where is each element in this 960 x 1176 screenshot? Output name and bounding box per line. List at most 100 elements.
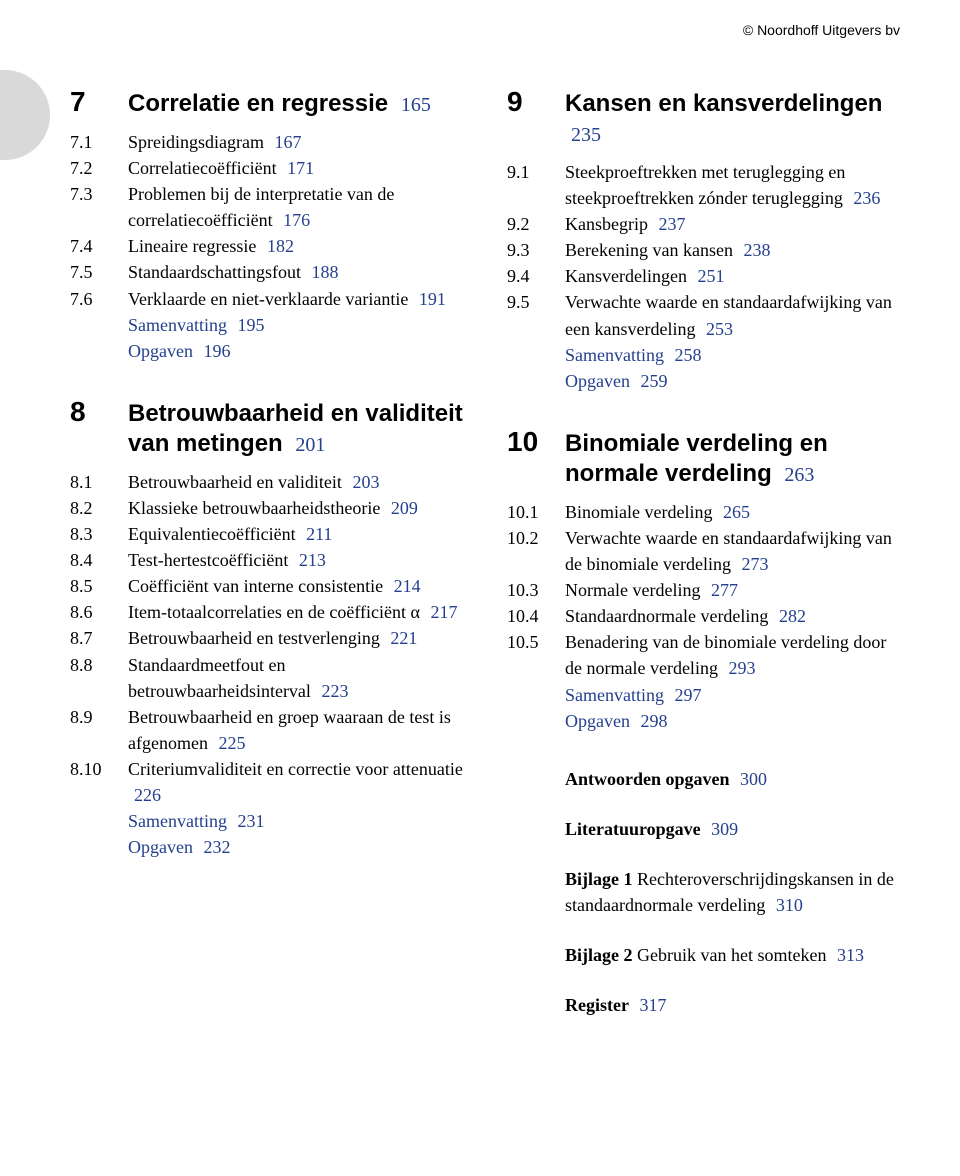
entry-text: Kansbegrip 237 — [565, 211, 685, 237]
chapter-10-entries: 10.1Binomiale verdeling 26510.2Verwachte… — [507, 499, 900, 682]
chapter-7-head: 7 Correlatie en regressie 165 — [70, 86, 463, 119]
toc-entry: 7.6Verklaarde en niet-verklaarde variant… — [70, 286, 463, 312]
chapter-7-title: Correlatie en regressie 165 — [128, 89, 431, 119]
toc-entry: 10.4Standaardnormale verdeling 282 — [507, 603, 900, 629]
summary-page: 195 — [237, 315, 264, 335]
toc-entry: 8.2Klassieke betrouwbaarheids­theorie 20… — [70, 495, 463, 521]
summary-row: Samenvatting 195 — [70, 312, 463, 338]
entry-num: 8.10 — [70, 756, 128, 782]
chapter-7-entries: 7.1Spreidingsdiagram 1677.2Correlatiecoë… — [70, 129, 463, 312]
entry-text: Kansverdelingen 251 — [565, 263, 724, 289]
chapter-9-title-text: Kansen en kansverdelingen — [565, 90, 882, 117]
entry-num: 9.5 — [507, 289, 565, 315]
summary-page: 297 — [674, 685, 701, 705]
entry-num: 7.1 — [70, 129, 128, 155]
toc-columns: 7 Correlatie en regressie 165 7.1Spreidi… — [70, 86, 900, 1042]
backmatter-page: 309 — [711, 819, 738, 839]
backmatter-page: 310 — [776, 895, 803, 915]
summary-label: Samenvatting — [128, 315, 227, 335]
toc-entry: 7.4Lineaire regressie 182 — [70, 233, 463, 259]
exercises-label: Opgaven — [128, 837, 193, 857]
entry-text: Equivalentiecoëfficiënt 211 — [128, 521, 332, 547]
chapter-8-num: 8 — [70, 396, 128, 428]
chapter-7: 7 Correlatie en regressie 165 7.1Spreidi… — [70, 86, 463, 364]
exercises-page: 298 — [640, 711, 667, 731]
toc-entry: 7.5Standaardschattingsfout 188 — [70, 259, 463, 285]
entry-num: 8.9 — [70, 704, 128, 730]
entry-page: 293 — [728, 658, 755, 678]
entry-num: 8.6 — [70, 599, 128, 625]
entry-page: 273 — [741, 554, 768, 574]
entry-page: 209 — [391, 498, 418, 518]
toc-entry: 8.1Betrouwbaarheid en validiteit 203 — [70, 469, 463, 495]
chapter-8-title: Betrouwbaarheid en validiteit van meting… — [128, 399, 463, 459]
chapter-10-head: 10 Binomiale verdeling en normale verdel… — [507, 426, 900, 489]
entry-text: Coëfficiënt van interne consistentie 214 — [128, 573, 421, 599]
exercises-label: Opgaven — [565, 711, 630, 731]
entry-num: 8.3 — [70, 521, 128, 547]
chapter-7-title-text: Correlatie en regressie — [128, 90, 388, 117]
toc-entry: 8.8Standaardmeetfout en betrouwbaarheids… — [70, 652, 463, 704]
summary-label: Samenvatting — [565, 345, 664, 365]
summary-page: 258 — [674, 345, 701, 365]
summary-page: 231 — [237, 811, 264, 831]
entry-text: Test-hertestcoëfficiënt 213 — [128, 547, 326, 573]
toc-entry: 9.4Kansverdelingen 251 — [507, 263, 900, 289]
entry-page: 182 — [267, 236, 294, 256]
chapter-8-head: 8 Betrouwbaarheid en validiteit van meti… — [70, 396, 463, 459]
backmatter-page: 313 — [837, 945, 864, 965]
toc-entry: 8.7Betrouwbaarheid en testverlenging 221 — [70, 625, 463, 651]
entry-page: 223 — [321, 681, 348, 701]
chapter-10: 10 Binomiale verdeling en normale verdel… — [507, 426, 900, 734]
entry-text: Standaardschattingsfout 188 — [128, 259, 338, 285]
exercises-row: Opgaven 259 — [507, 368, 900, 394]
entry-num: 9.2 — [507, 211, 565, 237]
toc-entry: 9.5Verwachte waarde en standaardafwijkin… — [507, 289, 900, 341]
chapter-9: 9 Kansen en kansverdelingen 235 9.1Steek… — [507, 86, 900, 394]
exercises-row: Opgaven 232 — [70, 834, 463, 860]
entry-text: Correlatiecoëfficiënt 171 — [128, 155, 314, 181]
entry-text: Betrouwbaarheid en validiteit 203 — [128, 469, 379, 495]
entry-num: 7.6 — [70, 286, 128, 312]
entry-text: Verwachte waarde en standaardafwijking v… — [565, 289, 900, 341]
entry-num: 8.4 — [70, 547, 128, 573]
page-tab — [0, 70, 50, 160]
entry-page: 213 — [299, 550, 326, 570]
chapter-10-page: 263 — [784, 464, 814, 486]
toc-entry: 7.1Spreidingsdiagram 167 — [70, 129, 463, 155]
chapter-9-page: 235 — [571, 124, 601, 146]
entry-page: 253 — [706, 319, 733, 339]
summary-row: Samenvatting 258 — [507, 342, 900, 368]
exercises-page: 232 — [203, 837, 230, 857]
entry-text: Standaardmeetfout en betrouwbaarheidsint… — [128, 652, 463, 704]
entry-text: Benadering van de binomiale verdeling do… — [565, 629, 900, 681]
backmatter-entry: Bijlage 1 Rechteroverschrijdings­kansen … — [565, 866, 900, 918]
toc-entry: 8.5Coëfficiënt van interne consistentie … — [70, 573, 463, 599]
chapter-9-title: Kansen en kansverdelingen 235 — [565, 89, 900, 149]
chapter-8-page: 201 — [295, 434, 325, 456]
backmatter-entry: Literatuuropgave 309 — [565, 816, 900, 842]
toc-entry: 9.1Steekproeftrekken met teruglegging en… — [507, 159, 900, 211]
toc-entry: 9.2Kansbegrip 237 — [507, 211, 900, 237]
entry-page: 251 — [697, 266, 724, 286]
right-column: 9 Kansen en kansverdelingen 235 9.1Steek… — [507, 86, 900, 1042]
entry-page: 282 — [779, 606, 806, 626]
entry-num: 8.8 — [70, 652, 128, 678]
exercises-row: Opgaven 298 — [507, 708, 900, 734]
entry-num: 8.7 — [70, 625, 128, 651]
entry-page: 211 — [306, 524, 332, 544]
entry-num: 9.3 — [507, 237, 565, 263]
backmatter-page: 300 — [740, 769, 767, 789]
entry-text: Spreidingsdiagram 167 — [128, 129, 301, 155]
backmatter-entry: Register 317 — [565, 992, 900, 1018]
entry-page: 237 — [658, 214, 685, 234]
toc-entry: 8.9Betrouwbaarheid en groep waaraan de t… — [70, 704, 463, 756]
backmatter-entry: Antwoorden opgaven 300 — [565, 766, 900, 792]
exercises-page: 259 — [640, 371, 667, 391]
entry-num: 7.3 — [70, 181, 128, 207]
entry-text: Steekproeftrekken met teruglegging en st… — [565, 159, 900, 211]
entry-text: Betrouwbaarheid en testverlenging 221 — [128, 625, 417, 651]
entry-page: 236 — [853, 188, 880, 208]
toc-entry: 8.3Equivalentiecoëfficiënt 211 — [70, 521, 463, 547]
chapter-10-num: 10 — [507, 426, 565, 458]
